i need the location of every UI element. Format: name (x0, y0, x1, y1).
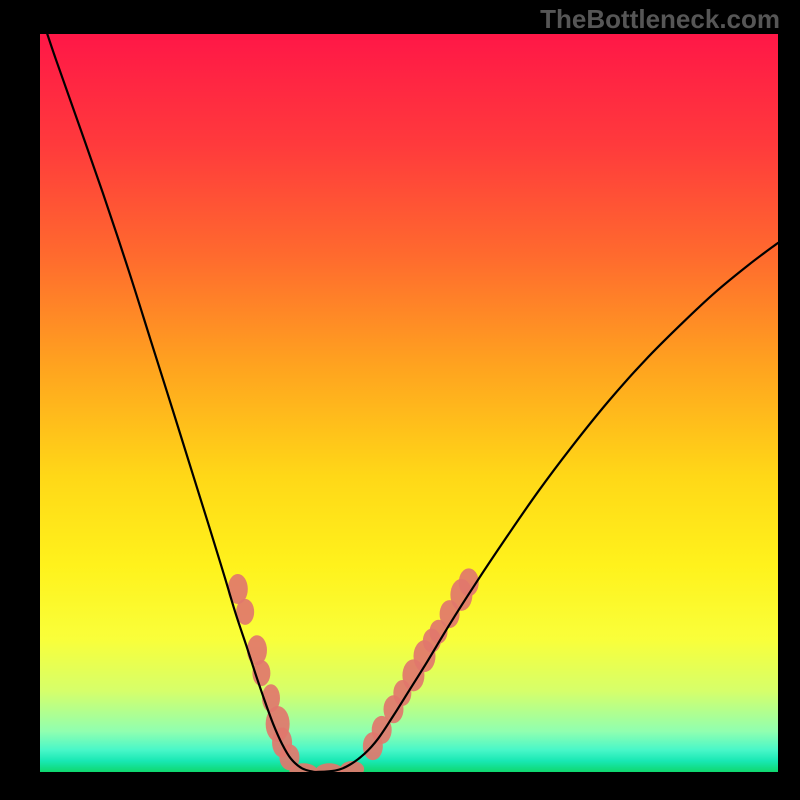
chart-svg (40, 34, 778, 772)
plot-area (40, 34, 778, 772)
watermark-text: TheBottleneck.com (540, 4, 780, 35)
